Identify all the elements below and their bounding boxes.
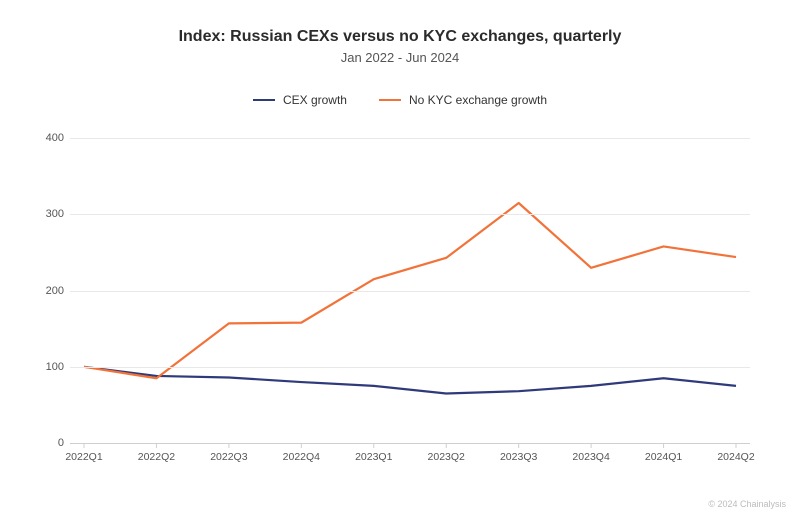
- legend: CEX growth No KYC exchange growth: [40, 93, 760, 107]
- grid-line: [70, 291, 750, 292]
- grid-line: [70, 214, 750, 215]
- x-axis-labels: 2022Q12022Q22022Q32022Q42023Q12023Q22023…: [70, 451, 750, 467]
- chart-subtitle: Jan 2022 - Jun 2024: [40, 50, 760, 65]
- y-axis-label: 400: [40, 132, 64, 144]
- chart-container: Index: Russian CEXs versus no KYC exchan…: [0, 0, 800, 453]
- legend-label-cex: CEX growth: [283, 93, 347, 107]
- x-axis-label: 2023Q3: [500, 451, 537, 463]
- y-axis-label: 0: [40, 437, 64, 449]
- grid-line: [70, 138, 750, 139]
- x-axis-label: 2022Q1: [65, 451, 102, 463]
- y-axis-label: 100: [40, 361, 64, 373]
- chart-lines-svg: [70, 123, 750, 443]
- legend-swatch-cex: [253, 99, 275, 102]
- x-axis-label: 2022Q4: [283, 451, 320, 463]
- grid-line: [70, 367, 750, 368]
- y-axis-label: 200: [40, 285, 64, 297]
- grid-line: [70, 443, 750, 444]
- legend-item-nokyc: No KYC exchange growth: [379, 93, 547, 107]
- legend-label-nokyc: No KYC exchange growth: [409, 93, 547, 107]
- x-axis-label: 2022Q3: [210, 451, 247, 463]
- copyright-text: © 2024 Chainalysis: [708, 499, 786, 509]
- x-axis-label: 2024Q2: [717, 451, 754, 463]
- y-axis-label: 300: [40, 208, 64, 220]
- legend-swatch-nokyc: [379, 99, 401, 102]
- x-axis-label: 2023Q1: [355, 451, 392, 463]
- x-axis-label: 2022Q2: [138, 451, 175, 463]
- chart-title: Index: Russian CEXs versus no KYC exchan…: [40, 28, 760, 46]
- plot-area: 2022Q12022Q22022Q32022Q42023Q12023Q22023…: [70, 123, 750, 443]
- line-series-cex: [84, 367, 736, 394]
- x-axis-label: 2024Q1: [645, 451, 682, 463]
- x-axis-label: 2023Q4: [572, 451, 609, 463]
- legend-item-cex: CEX growth: [253, 93, 347, 107]
- x-axis-label: 2023Q2: [428, 451, 465, 463]
